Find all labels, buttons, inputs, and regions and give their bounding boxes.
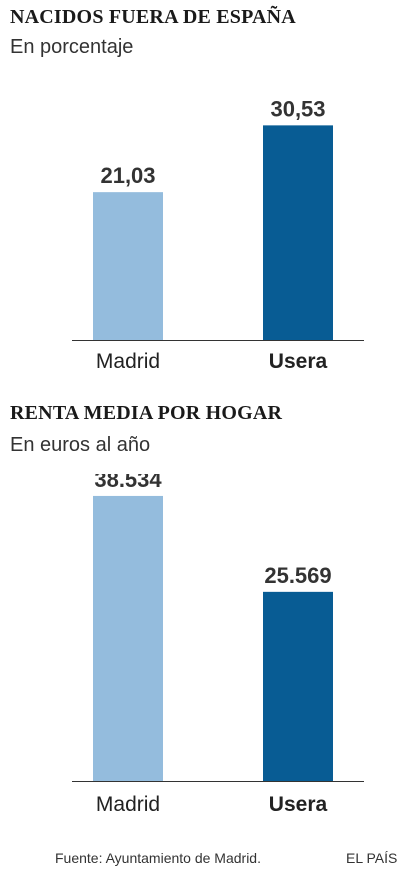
publisher-brand: EL PAÍS: [346, 850, 398, 866]
value-label-madrid: 21,03: [100, 163, 155, 188]
value-label-usera: 30,53: [270, 96, 325, 121]
bar-chart-household-income: 38.534 Madrid 25.569 Usera: [72, 474, 364, 816]
category-label-madrid: Madrid: [96, 350, 160, 373]
bar-usera: [263, 125, 333, 340]
chart-title-foreign-born: NACIDOS FUERA DE ESPAÑA: [10, 6, 296, 28]
category-label-madrid: Madrid: [96, 793, 160, 816]
source-note: Fuente: Ayuntamiento de Madrid.: [55, 850, 261, 866]
bar-madrid: [93, 192, 163, 340]
bar-madrid: [93, 495, 163, 781]
bar-usera: [263, 591, 333, 781]
chart-subtitle-euros-per-year: En euros al año: [10, 434, 151, 456]
category-label-usera: Usera: [269, 793, 328, 816]
value-label-usera: 25.569: [264, 563, 331, 588]
chart-title-household-income: RENTA MEDIA POR HOGAR: [10, 402, 283, 424]
bar-chart-foreign-born: 21,03 Madrid 30,53 Usera: [72, 96, 364, 373]
value-label-madrid: 38.534: [94, 474, 162, 492]
chart-subtitle-percentage: En porcentaje: [10, 36, 134, 58]
category-label-usera: Usera: [269, 350, 328, 373]
